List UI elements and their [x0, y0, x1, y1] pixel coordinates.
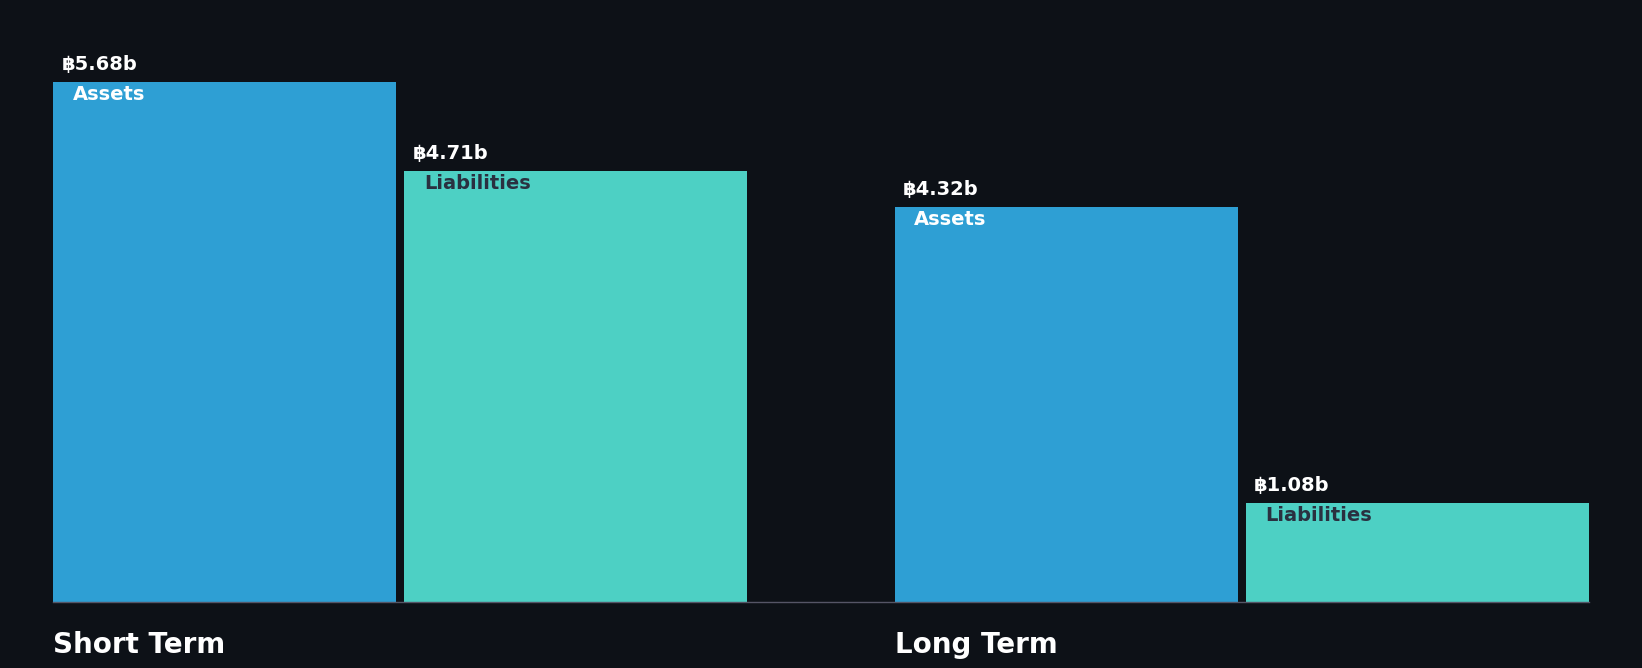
- FancyBboxPatch shape: [895, 206, 1238, 602]
- Text: Short Term: Short Term: [53, 631, 225, 659]
- Text: Liabilities: Liabilities: [1266, 506, 1373, 525]
- FancyBboxPatch shape: [1246, 503, 1589, 602]
- FancyBboxPatch shape: [404, 171, 747, 602]
- Text: ฿4.71b: ฿4.71b: [412, 144, 488, 163]
- FancyBboxPatch shape: [53, 82, 396, 602]
- Text: ฿5.68b: ฿5.68b: [61, 55, 136, 74]
- Text: ฿4.32b: ฿4.32b: [903, 180, 979, 199]
- Text: ฿1.08b: ฿1.08b: [1254, 476, 1330, 495]
- Text: Long Term: Long Term: [895, 631, 1057, 659]
- Text: Assets: Assets: [72, 86, 144, 104]
- Text: Liabilities: Liabilities: [424, 174, 530, 193]
- Text: Assets: Assets: [915, 210, 987, 229]
